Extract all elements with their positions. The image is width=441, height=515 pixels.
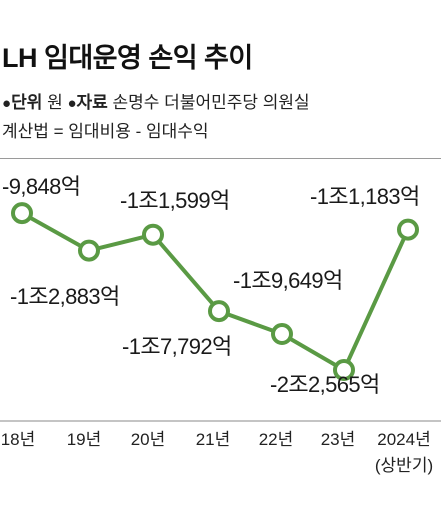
bullet-icon: ● (2, 95, 12, 112)
data-label: -1조1,599억 (120, 188, 230, 213)
x-tick-sublabel: (상반기) (375, 456, 433, 475)
data-label: -1조7,792억 (122, 334, 232, 359)
x-tick-label: 2024년 (377, 430, 430, 449)
header-divider (0, 158, 441, 159)
data-label: -1조1,183억 (310, 184, 420, 209)
data-label-group: -9,848억 -1조2,883억 -1조1,599억 -1조7,792억 -1조9,6… (2, 174, 420, 397)
data-point (397, 218, 419, 241)
data-point (142, 223, 164, 246)
data-point (271, 323, 293, 345)
marker-group (11, 202, 419, 381)
data-point (333, 359, 355, 381)
source-label: 자료 (76, 93, 108, 112)
source-value: 손명수 더불어민주당 의원실 (112, 93, 310, 112)
data-point (208, 300, 230, 323)
x-tick-label: 19년 (67, 430, 102, 449)
unit-value: 원 (47, 93, 63, 112)
x-tick-label: 22년 (259, 430, 294, 449)
unit-label: 단위 (11, 93, 43, 112)
data-label: -1조9,649억 (233, 268, 343, 293)
bullet-icon: ● (67, 95, 77, 112)
data-label: -2조2,565억 (270, 372, 380, 397)
chart-meta: ●단위 원 ●자료 손명수 더불어민주당 의원실 (2, 88, 310, 113)
data-label: -9,848억 (2, 174, 80, 199)
x-tick-label: 21년 (196, 430, 231, 449)
x-tick-label: 23년 (321, 430, 356, 449)
x-tick-label: 20년 (131, 430, 166, 449)
data-point (11, 202, 33, 225)
data-point (78, 239, 100, 262)
chart-title: LH 임대운영 손익 추이 (2, 43, 253, 73)
data-label: -1조2,883억 (10, 284, 120, 309)
x-tick-group: 18년 19년 20년 21년 22년 23년 2024년 (상반기) (1, 430, 433, 475)
x-tick-label: 18년 (1, 430, 36, 449)
formula-note: 계산법 = 임대비용 - 임대수익 (2, 122, 209, 141)
